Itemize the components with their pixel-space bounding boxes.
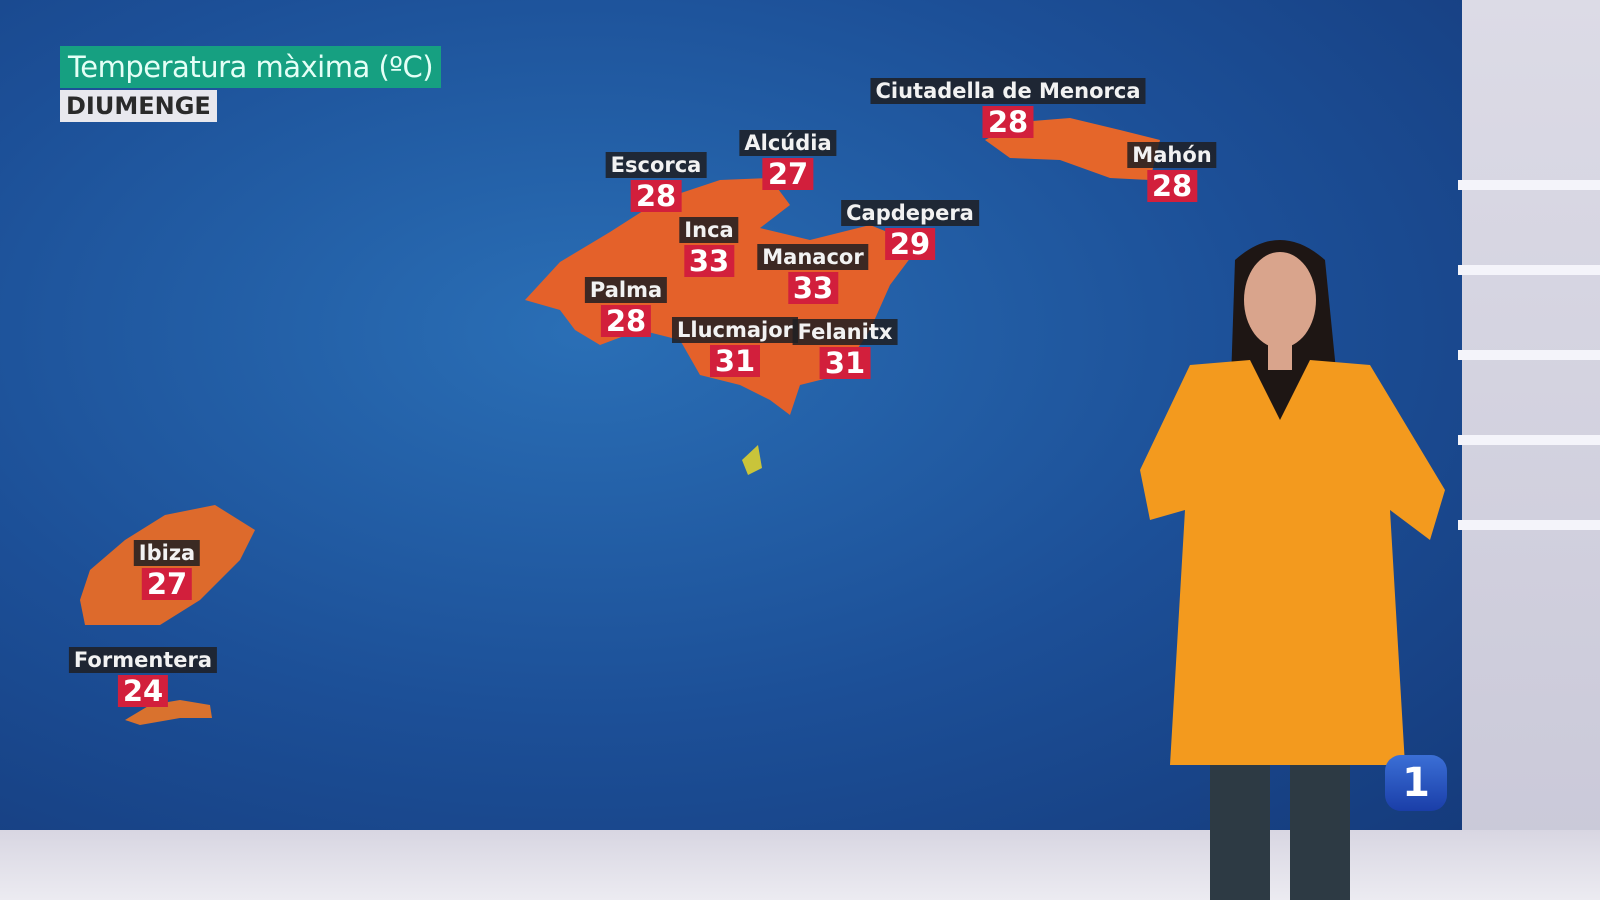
wall-stripe — [1458, 520, 1600, 530]
city-temp: 33 — [787, 272, 839, 304]
island-cabrera — [742, 445, 762, 475]
city-label: Escorca 28 — [605, 152, 707, 212]
city-temp: 31 — [819, 347, 871, 379]
city-temp: 28 — [1146, 170, 1198, 202]
city-name: Escorca — [605, 152, 707, 178]
wall-stripe — [1458, 435, 1600, 445]
city-name: Mahón — [1127, 142, 1217, 168]
city-temp: 28 — [982, 106, 1034, 138]
city-label: Inca 33 — [679, 217, 739, 277]
map-title: Temperatura màxima (ºC) — [60, 46, 442, 88]
city-label: Capdepera 29 — [841, 200, 979, 260]
city-label: Felanitx 31 — [792, 319, 898, 379]
city-temp: 27 — [141, 568, 193, 600]
wall-stripe — [1458, 350, 1600, 360]
city-label: Palma 28 — [584, 277, 668, 337]
wall-stripe — [1458, 265, 1600, 275]
city-label: Alcúdia 27 — [739, 130, 837, 190]
tve1-logo: 1 — [1385, 755, 1447, 811]
city-name: Capdepera — [841, 200, 979, 226]
city-label: Formentera 24 — [68, 647, 218, 707]
island-formentera — [125, 700, 212, 725]
city-name: Ciutadella de Menorca — [870, 78, 1146, 104]
studio-wall — [1462, 0, 1600, 900]
city-name: Felanitx — [792, 319, 898, 345]
city-label: Ciutadella de Menorca 28 — [870, 78, 1146, 138]
city-temp: 33 — [683, 245, 735, 277]
city-temp: 24 — [117, 675, 169, 707]
city-temp: 28 — [600, 305, 652, 337]
city-label: Manacor 33 — [757, 244, 869, 304]
city-name: Ibiza — [133, 540, 201, 566]
city-name: Formentera — [68, 647, 218, 673]
city-name: Inca — [679, 217, 739, 243]
city-temp: 28 — [630, 180, 682, 212]
city-label: Llucmajor 31 — [671, 317, 799, 377]
city-name: Manacor — [757, 244, 869, 270]
city-name: Palma — [584, 277, 668, 303]
city-temp: 29 — [884, 228, 936, 260]
wall-stripe — [1458, 180, 1600, 190]
city-name: Llucmajor — [671, 317, 799, 343]
city-label: Mahón 28 — [1127, 142, 1217, 202]
city-label: Ibiza 27 — [133, 540, 201, 600]
day-label: DIUMENGE — [60, 90, 217, 122]
presenter — [1140, 240, 1445, 900]
city-temp: 27 — [762, 158, 814, 190]
city-name: Alcúdia — [739, 130, 837, 156]
city-temp: 31 — [709, 345, 761, 377]
